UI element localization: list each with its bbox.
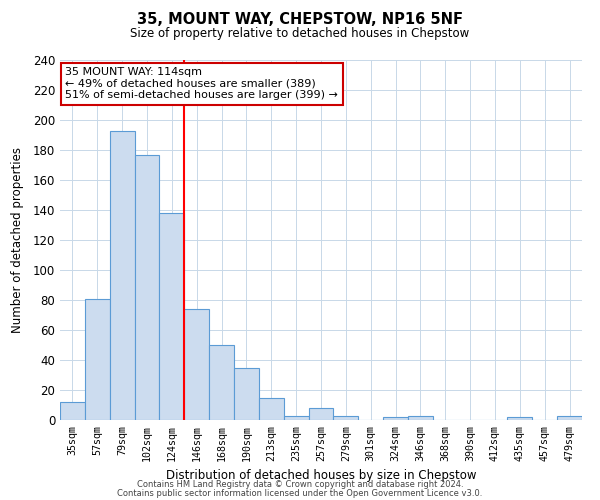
- Text: 35, MOUNT WAY, CHEPSTOW, NP16 5NF: 35, MOUNT WAY, CHEPSTOW, NP16 5NF: [137, 12, 463, 28]
- Bar: [134, 154, 160, 420]
- Text: 35 MOUNT WAY: 114sqm
← 49% of detached houses are smaller (389)
51% of semi-deta: 35 MOUNT WAY: 114sqm ← 49% of detached h…: [65, 67, 338, 100]
- Bar: [284, 416, 308, 420]
- Bar: [85, 298, 110, 420]
- Bar: [408, 416, 433, 420]
- Text: Contains HM Land Registry data © Crown copyright and database right 2024.: Contains HM Land Registry data © Crown c…: [137, 480, 463, 489]
- Text: Size of property relative to detached houses in Chepstow: Size of property relative to detached ho…: [130, 28, 470, 40]
- Bar: [209, 345, 234, 420]
- Bar: [259, 398, 284, 420]
- Bar: [234, 368, 259, 420]
- Bar: [334, 416, 358, 420]
- Bar: [308, 408, 334, 420]
- Bar: [383, 417, 408, 420]
- Bar: [110, 130, 134, 420]
- Bar: [160, 213, 184, 420]
- Text: Contains public sector information licensed under the Open Government Licence v3: Contains public sector information licen…: [118, 489, 482, 498]
- Bar: [557, 416, 582, 420]
- Bar: [184, 309, 209, 420]
- X-axis label: Distribution of detached houses by size in Chepstow: Distribution of detached houses by size …: [166, 469, 476, 482]
- Y-axis label: Number of detached properties: Number of detached properties: [11, 147, 25, 333]
- Bar: [60, 402, 85, 420]
- Bar: [508, 417, 532, 420]
